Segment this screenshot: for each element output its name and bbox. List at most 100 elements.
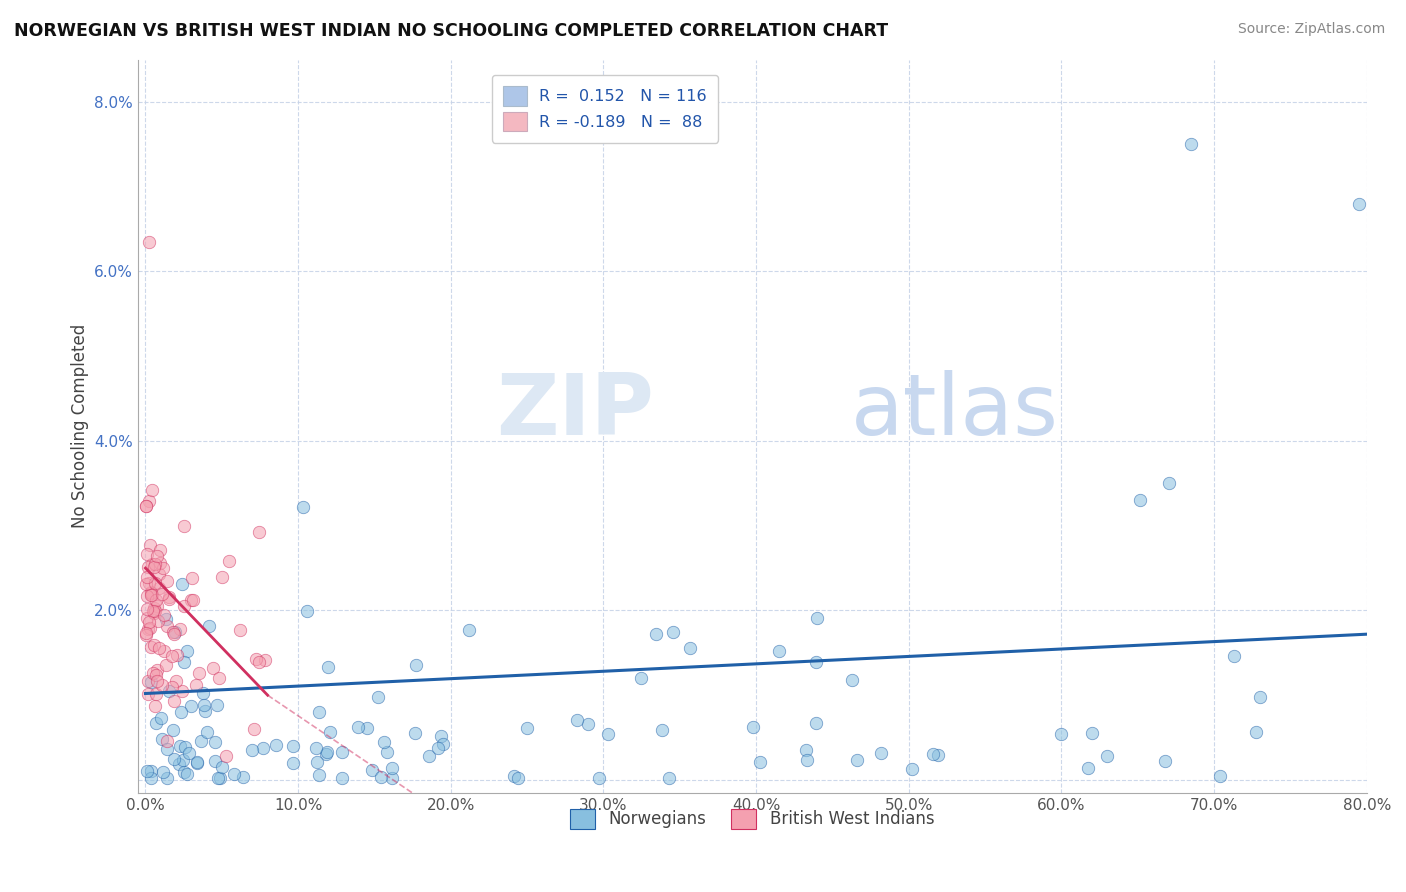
- Point: [305, 755, 328, 769]
- Point: [191, 686, 214, 700]
- Point: [243, 722, 266, 736]
- Point: [157, 592, 180, 607]
- Point: [578, 716, 600, 731]
- Point: [254, 652, 277, 666]
- Point: [152, 560, 174, 574]
- Point: [794, 742, 817, 756]
- Point: [143, 559, 166, 574]
- Point: [170, 705, 193, 719]
- Point: [136, 687, 159, 701]
- Point: [204, 754, 226, 768]
- Point: [316, 660, 339, 674]
- Point: [281, 756, 304, 771]
- Point: [142, 600, 165, 615]
- Point: [145, 667, 167, 681]
- Point: [138, 576, 160, 591]
- Point: [245, 652, 267, 666]
- Point: [346, 720, 368, 734]
- Point: [316, 745, 339, 759]
- Point: [211, 760, 233, 774]
- Point: [173, 655, 195, 669]
- Point: [136, 559, 159, 574]
- Point: [180, 593, 202, 607]
- Point: [136, 589, 159, 603]
- Point: [141, 764, 163, 779]
- Point: [159, 683, 181, 698]
- Point: [215, 749, 238, 764]
- Point: [768, 643, 790, 657]
- Point: [181, 593, 204, 607]
- Point: [330, 745, 353, 759]
- Point: [135, 499, 157, 513]
- Point: [160, 648, 183, 663]
- Point: [927, 747, 949, 762]
- Point: [1249, 690, 1271, 705]
- Point: [172, 753, 194, 767]
- Point: [141, 557, 163, 571]
- Point: [516, 721, 538, 735]
- Point: [598, 726, 620, 740]
- Point: [141, 588, 163, 602]
- Point: [163, 627, 186, 641]
- Point: [846, 753, 869, 767]
- Point: [148, 567, 170, 582]
- Point: [806, 611, 828, 625]
- Point: [247, 525, 270, 540]
- Point: [218, 554, 240, 568]
- Point: [361, 763, 384, 777]
- Point: [173, 765, 195, 780]
- Point: [150, 587, 173, 601]
- Point: [193, 698, 215, 713]
- Point: [135, 576, 157, 591]
- Text: ZIP: ZIP: [496, 370, 654, 453]
- Point: [330, 771, 353, 785]
- Point: [1129, 493, 1152, 508]
- Point: [142, 604, 165, 618]
- Point: [194, 704, 217, 718]
- Point: [208, 671, 231, 685]
- Point: [139, 674, 162, 689]
- Point: [1246, 724, 1268, 739]
- Point: [136, 622, 159, 636]
- Point: [135, 626, 157, 640]
- Point: [146, 663, 169, 677]
- Point: [187, 665, 209, 680]
- Point: [679, 640, 702, 655]
- Point: [418, 748, 440, 763]
- Point: [145, 715, 167, 730]
- Point: [174, 740, 197, 755]
- Point: [135, 628, 157, 642]
- Point: [153, 608, 176, 623]
- Point: [173, 599, 195, 614]
- Point: [149, 556, 172, 570]
- Point: [295, 604, 318, 618]
- Text: NORWEGIAN VS BRITISH WEST INDIAN NO SCHOOLING COMPLETED CORRELATION CHART: NORWEGIAN VS BRITISH WEST INDIAN NO SCHO…: [14, 22, 889, 40]
- Point: [166, 648, 188, 662]
- Point: [163, 752, 186, 766]
- Point: [150, 711, 173, 725]
- Point: [139, 771, 162, 785]
- Point: [184, 678, 207, 692]
- Point: [375, 745, 398, 759]
- Point: [145, 549, 167, 563]
- Y-axis label: No Schooling Completed: No Schooling Completed: [72, 324, 89, 528]
- Point: [165, 674, 187, 689]
- Point: [155, 658, 177, 673]
- Point: [588, 771, 610, 785]
- Point: [841, 673, 863, 688]
- Point: [156, 734, 179, 748]
- Point: [502, 769, 524, 783]
- Point: [662, 624, 685, 639]
- Point: [143, 557, 166, 571]
- Point: [180, 698, 202, 713]
- Point: [211, 570, 233, 584]
- Point: [156, 619, 179, 633]
- Point: [1050, 726, 1073, 740]
- Point: [229, 624, 252, 638]
- Point: [181, 571, 204, 585]
- Point: [186, 756, 208, 770]
- Point: [567, 713, 589, 727]
- Point: [138, 615, 160, 629]
- Point: [356, 721, 378, 735]
- Point: [1095, 748, 1118, 763]
